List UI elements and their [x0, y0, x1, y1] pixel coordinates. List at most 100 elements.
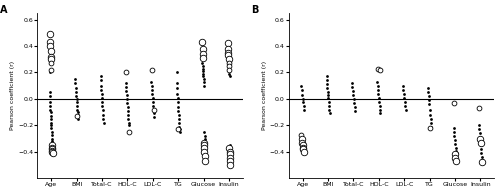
- Point: [225, 70, 233, 73]
- Point: [124, 113, 132, 116]
- Point: [48, 144, 56, 147]
- Point: [374, 84, 382, 87]
- Point: [478, 156, 486, 159]
- Point: [224, 54, 232, 57]
- Point: [324, 100, 332, 103]
- Point: [298, 137, 306, 140]
- Point: [148, 88, 156, 91]
- Point: [97, 84, 105, 87]
- Point: [424, 87, 432, 90]
- Point: [224, 47, 232, 50]
- Point: [48, 148, 56, 151]
- Point: [123, 93, 131, 96]
- Point: [450, 153, 458, 156]
- Point: [174, 100, 182, 103]
- Point: [124, 117, 132, 120]
- Point: [148, 84, 156, 87]
- Point: [174, 92, 182, 95]
- Point: [150, 108, 158, 111]
- Point: [200, 144, 208, 147]
- Point: [46, 91, 54, 94]
- Point: [201, 137, 209, 140]
- Point: [47, 62, 55, 65]
- Point: [425, 99, 433, 102]
- Point: [376, 68, 384, 71]
- Point: [100, 117, 108, 120]
- Point: [48, 133, 56, 136]
- Point: [226, 150, 234, 153]
- Point: [48, 137, 56, 140]
- Point: [350, 97, 358, 101]
- Point: [200, 146, 208, 149]
- Point: [72, 81, 80, 85]
- Point: [47, 124, 55, 127]
- Point: [148, 92, 156, 95]
- Point: [174, 96, 182, 99]
- Point: [299, 100, 307, 103]
- Point: [201, 140, 209, 143]
- Point: [476, 128, 484, 131]
- Point: [298, 144, 306, 147]
- Point: [325, 108, 333, 111]
- Point: [148, 96, 156, 99]
- Point: [376, 104, 384, 107]
- Point: [376, 112, 384, 115]
- Point: [451, 138, 459, 141]
- Point: [48, 68, 56, 71]
- Point: [226, 160, 234, 163]
- Point: [72, 87, 80, 90]
- Point: [226, 146, 234, 149]
- Point: [452, 160, 460, 163]
- Point: [48, 149, 56, 152]
- Point: [74, 113, 82, 116]
- Point: [97, 79, 105, 82]
- Point: [450, 101, 458, 104]
- Point: [48, 126, 56, 130]
- Point: [399, 88, 407, 91]
- Point: [175, 121, 183, 124]
- Point: [71, 78, 79, 81]
- Point: [200, 134, 208, 137]
- Point: [46, 100, 54, 103]
- Point: [374, 88, 382, 91]
- Point: [426, 113, 434, 116]
- Point: [476, 140, 484, 143]
- Point: [478, 161, 486, 164]
- Point: [402, 104, 409, 107]
- Point: [349, 93, 357, 96]
- Point: [326, 112, 334, 115]
- Point: [374, 80, 382, 83]
- Point: [427, 121, 435, 124]
- Point: [476, 132, 484, 135]
- Point: [46, 45, 54, 48]
- Point: [150, 112, 158, 115]
- Point: [348, 81, 356, 85]
- Point: [199, 52, 207, 56]
- Point: [46, 71, 54, 74]
- Point: [47, 117, 55, 120]
- Point: [198, 62, 206, 65]
- Point: [224, 64, 232, 67]
- Point: [100, 121, 108, 124]
- Point: [46, 50, 54, 53]
- Point: [72, 91, 80, 94]
- Point: [425, 95, 433, 98]
- Point: [226, 75, 234, 78]
- Point: [452, 142, 460, 146]
- Y-axis label: Pearson coefficient (r): Pearson coefficient (r): [10, 61, 15, 130]
- Point: [98, 96, 106, 99]
- Point: [324, 91, 332, 94]
- Point: [48, 144, 56, 147]
- Point: [98, 88, 106, 91]
- Point: [402, 108, 410, 111]
- Point: [224, 42, 232, 45]
- Point: [224, 55, 232, 58]
- Point: [124, 121, 132, 124]
- Point: [298, 97, 306, 101]
- Point: [98, 108, 106, 111]
- Point: [198, 58, 206, 61]
- Point: [200, 80, 208, 83]
- Point: [122, 85, 130, 89]
- Point: [400, 96, 408, 99]
- Point: [375, 100, 383, 103]
